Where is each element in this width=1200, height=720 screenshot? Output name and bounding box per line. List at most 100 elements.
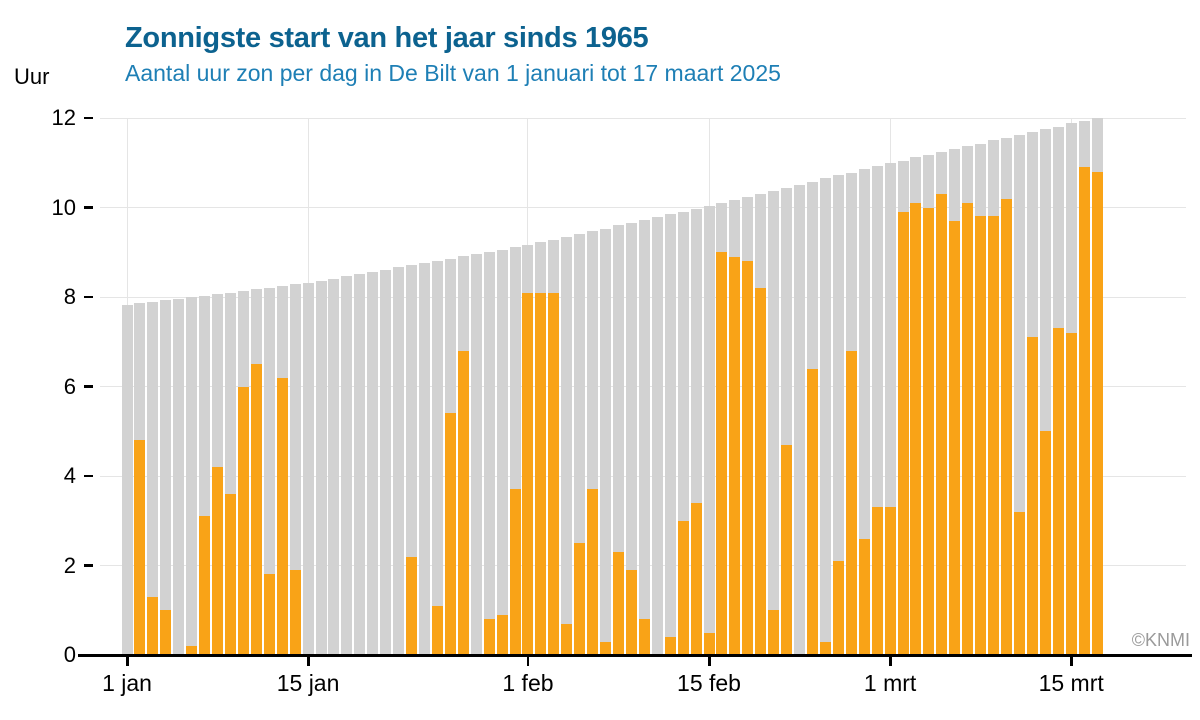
max-sunshine-bar <box>328 278 340 655</box>
sun-hours-bar <box>755 288 767 655</box>
sun-hours-bar <box>1026 337 1038 655</box>
sun-hours-bar <box>962 203 974 655</box>
max-sunshine-bar <box>651 217 663 655</box>
x-tick-mark <box>1070 656 1073 666</box>
chart-title: Zonnigste start van het jaar sinds 1965 <box>125 22 649 54</box>
sun-hours-bar <box>496 614 508 655</box>
sun-hours-bar <box>289 569 301 655</box>
sun-hours-bar <box>664 637 676 655</box>
max-sunshine-bar <box>393 267 405 655</box>
max-sunshine-bar <box>612 225 624 655</box>
sun-hours-bar <box>212 467 224 655</box>
sun-hours-bar <box>677 520 689 655</box>
max-sunshine-bar <box>832 175 844 655</box>
sun-hours-bar <box>1091 171 1103 655</box>
chart-subtitle: Aantal uur zon per dag in De Bilt van 1 … <box>125 60 781 86</box>
sun-hours-bar <box>1039 431 1051 655</box>
sun-hours-bar <box>612 552 624 655</box>
sun-hours-bar <box>147 596 159 655</box>
sun-hours-bar <box>483 619 495 655</box>
x-tick-label: 1 mrt <box>863 670 917 696</box>
max-sunshine-bar <box>638 220 650 655</box>
sun-hours-bar <box>807 368 818 655</box>
max-sunshine-bar <box>483 251 495 655</box>
sun-hours-bar <box>703 632 715 655</box>
sun-hours-bar <box>587 489 599 655</box>
max-sunshine-bar <box>341 276 353 655</box>
sun-hours-bar <box>729 256 741 655</box>
sun-hours-bar <box>535 292 547 655</box>
max-sunshine-bar <box>380 269 392 655</box>
max-sunshine-bar <box>431 260 443 655</box>
max-sunshine-bar <box>664 214 676 655</box>
sun-hours-bar <box>224 493 236 655</box>
sun-hours-bar <box>509 489 521 655</box>
sun-hours-bar <box>871 507 883 655</box>
x-tick-label: 1 feb <box>502 670 554 696</box>
y-tick-mark <box>84 116 93 120</box>
max-sunshine-bar <box>224 292 236 655</box>
sun-hours-bar <box>936 194 948 655</box>
y-tick-mark <box>84 653 93 656</box>
max-sunshine-bar <box>173 298 185 655</box>
max-sunshine-bar <box>354 274 366 655</box>
max-sunshine-bar <box>884 163 896 655</box>
max-sunshine-bar <box>768 190 780 655</box>
max-sunshine-bar <box>199 295 211 655</box>
sun-hours-bar <box>134 440 146 655</box>
y-axis-unit-label: Uur <box>14 64 50 89</box>
sun-hours-bar <box>457 350 469 655</box>
x-axis-line <box>78 654 1192 657</box>
x-tick-mark <box>307 656 310 666</box>
sun-hours-bar <box>923 207 935 655</box>
max-sunshine-bar <box>625 222 637 655</box>
sun-hours-bar <box>522 292 534 655</box>
sun-hours-bar <box>819 641 831 655</box>
sun-hours-bar <box>574 543 586 655</box>
max-sunshine-bar <box>302 283 314 655</box>
sun-hours-bar <box>237 386 249 655</box>
horizontal-gridline <box>100 117 1186 119</box>
max-sunshine-bar <box>574 233 586 655</box>
x-tick-label: 15 feb <box>677 670 741 696</box>
sun-hours-bar <box>548 292 560 655</box>
max-sunshine-bar <box>496 249 508 655</box>
x-tick-mark <box>126 656 129 666</box>
sun-hours-bar <box>832 561 844 655</box>
sun-hours-bar <box>561 623 573 655</box>
max-sunshine-bar <box>871 166 883 655</box>
x-tick-label: 1 jan <box>102 670 152 696</box>
sun-hours-bar <box>1052 328 1064 655</box>
sun-hours-bar <box>199 516 211 655</box>
sun-hours-bar <box>263 574 275 655</box>
max-sunshine-bar <box>186 297 198 655</box>
max-sunshine-bar <box>600 228 612 655</box>
max-sunshine-bar <box>858 169 870 655</box>
max-sunshine-bar <box>289 284 301 655</box>
sun-hours-bar <box>768 610 780 655</box>
sun-hours-bar <box>858 538 870 655</box>
sun-hours-bar <box>884 507 896 655</box>
sun-hours-bar <box>949 220 961 655</box>
y-tick-label: 0 <box>63 642 76 667</box>
sun-hours-bar <box>276 377 288 655</box>
sun-hours-bar <box>600 641 612 655</box>
y-tick-mark <box>84 206 93 209</box>
max-sunshine-bar <box>367 271 379 655</box>
sun-hours-bar <box>160 610 172 655</box>
y-tick-label: 12 <box>51 105 76 131</box>
y-tick-label: 10 <box>51 194 76 220</box>
x-tick-mark <box>889 656 892 666</box>
y-tick-label: 8 <box>63 284 76 310</box>
max-sunshine-bar <box>315 280 327 655</box>
x-tick-label: 15 jan <box>276 670 340 696</box>
y-tick-label: 4 <box>63 463 76 488</box>
y-tick-label: 6 <box>63 373 76 399</box>
y-tick-mark <box>84 385 93 388</box>
sun-hours-bar <box>1065 332 1077 655</box>
max-sunshine-bar <box>561 236 573 655</box>
max-sunshine-bar <box>1013 135 1025 655</box>
max-sunshine-bar <box>121 305 133 655</box>
sun-hours-bar <box>625 569 637 655</box>
